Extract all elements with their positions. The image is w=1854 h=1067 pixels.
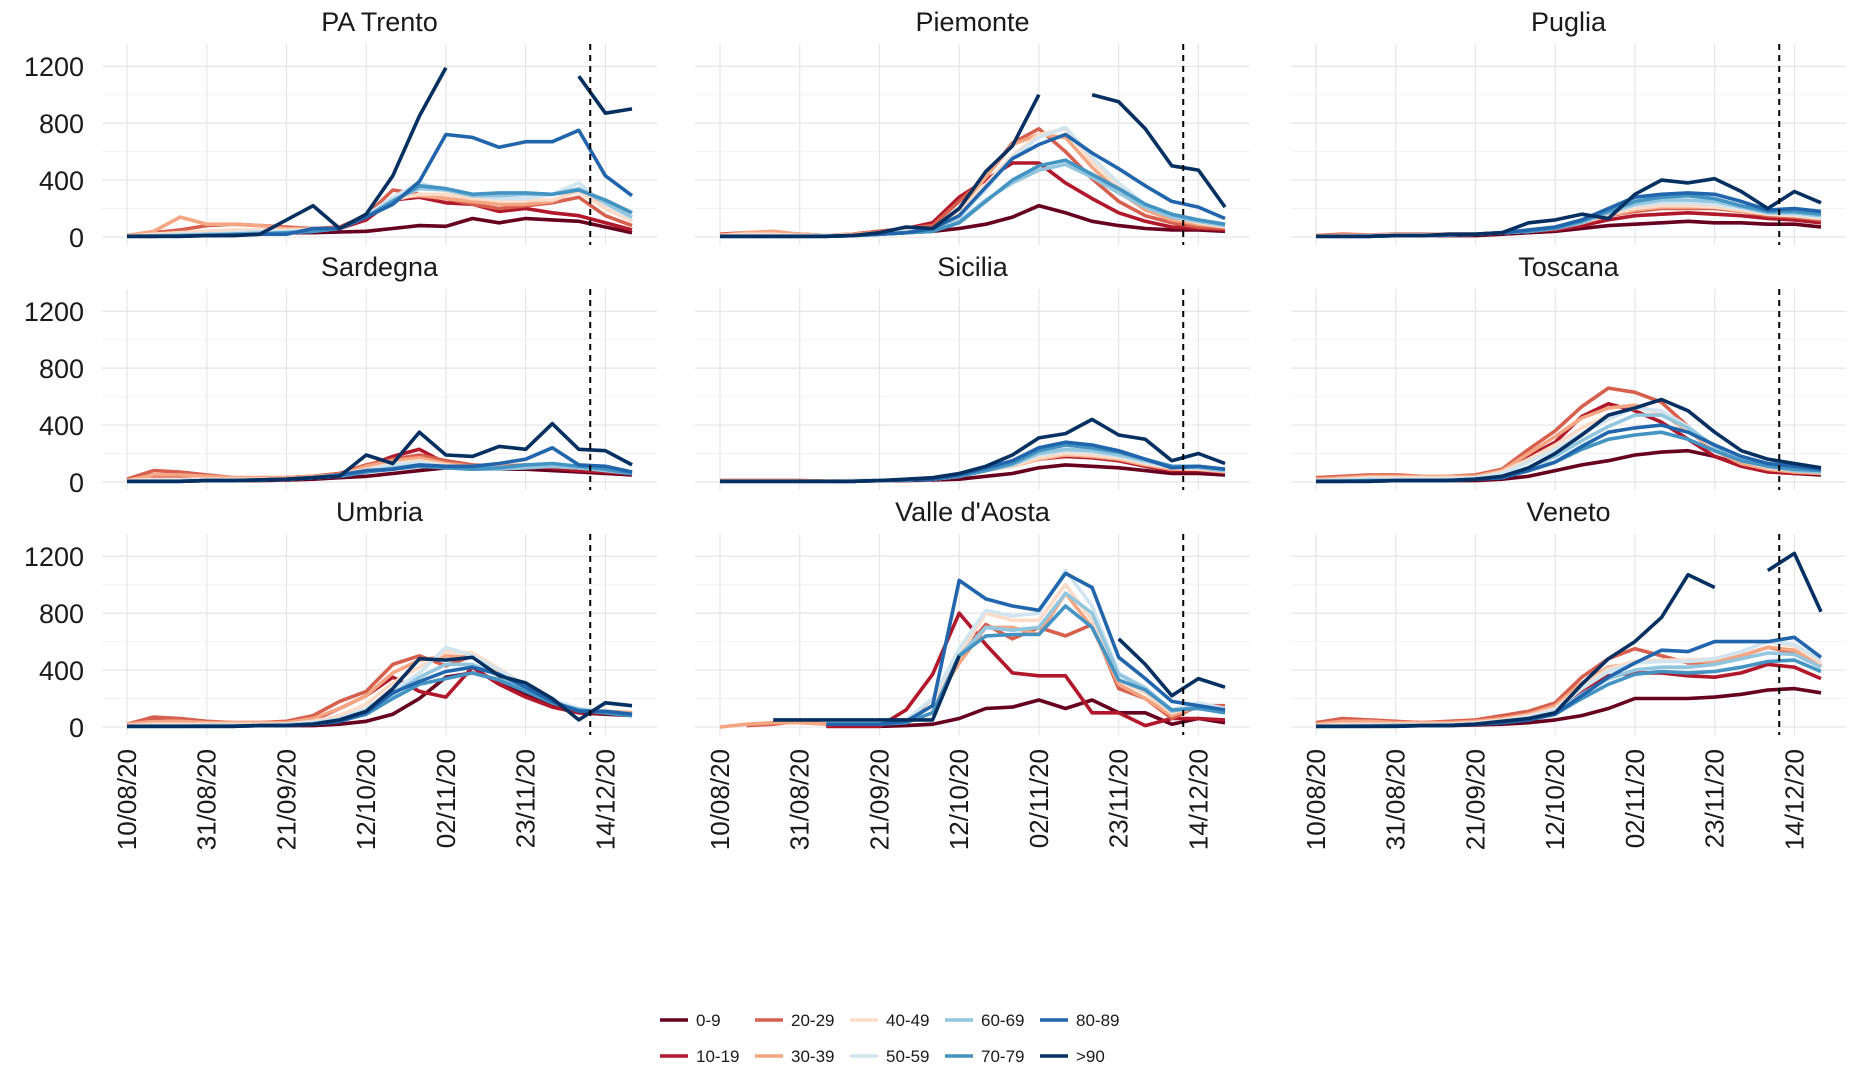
x-tick-label: 14/12/20 (590, 749, 620, 850)
panel-title: Umbria (336, 497, 424, 527)
y-tick-label: 800 (39, 599, 84, 629)
legend-label: 20-29 (791, 1011, 834, 1030)
panel-toscana: Toscana (1291, 252, 1846, 490)
panel-valle-d-aosta: Valle d'Aosta 10/08/20 31/08/20 21/09/20 12/… (695, 497, 1250, 850)
series-line-gt90 (1316, 551, 1823, 729)
legend-label: 80-89 (1076, 1011, 1119, 1030)
legend-item: 50-59 (850, 1047, 929, 1066)
x-tick-label: 23/11/20 (511, 749, 541, 848)
x-tick-label: 23/11/20 (1104, 749, 1134, 848)
series-line-80-89 (826, 571, 1226, 726)
series-line-gt90 (127, 655, 633, 729)
panel-sicilia: Sicilia (695, 252, 1250, 490)
legend-label: 40-49 (886, 1011, 929, 1030)
x-tick-label: 21/09/20 (865, 749, 895, 850)
y-tick-label: 800 (39, 109, 84, 139)
series-line-80-89 (720, 440, 1226, 484)
series-line-10-19 (826, 611, 1226, 729)
x-tick-label: 10/08/20 (705, 749, 735, 850)
legend-item: 20-29 (755, 1011, 834, 1030)
panel-title: Veneto (1526, 497, 1610, 527)
legend-item: 30-39 (755, 1047, 834, 1066)
x-tick-label: 14/12/20 (1779, 749, 1809, 850)
panel-title: Toscana (1518, 252, 1620, 282)
y-tick-label: 1200 (24, 542, 84, 572)
panel-sardegna: Sardegna 0 400 800 1200 (24, 252, 657, 498)
series-line-70-79 (826, 604, 1226, 726)
series-line-50-59 (826, 568, 1226, 725)
x-tick-label: 12/10/20 (1540, 749, 1570, 850)
x-tick-label: 21/09/20 (272, 749, 302, 850)
x-tick-label: 14/12/20 (1183, 749, 1213, 850)
panel-piemonte: Piemonte (695, 7, 1250, 245)
series-line-40-49 (719, 127, 1226, 238)
legend-label: >90 (1076, 1047, 1105, 1066)
legend: 0-9 10-19 20-29 30-39 40-49 50-59 60-69 70-79 80… (660, 1011, 1119, 1066)
legend-item: 10-19 (660, 1047, 739, 1066)
legend-label: 70-79 (981, 1047, 1024, 1066)
series-line-20-29 (719, 127, 1226, 238)
x-tick-label: 02/11/20 (431, 749, 461, 848)
series-line-gt90 (127, 66, 633, 239)
x-tick-label: 31/08/20 (785, 749, 815, 850)
series-line-gt90 (1316, 176, 1822, 239)
legend-label: 10-19 (696, 1047, 739, 1066)
legend-item: 60-69 (945, 1011, 1024, 1030)
legend-item: 70-79 (945, 1047, 1024, 1066)
series-line-0-9 (826, 698, 1226, 729)
x-tick-label: 02/11/20 (1620, 749, 1650, 848)
panel-umbria: Umbria 0 400 800 1200 10/08/20 31/08/20 21/09/2… (24, 497, 657, 850)
legend-label: 30-39 (791, 1047, 834, 1066)
panel-title: Sicilia (937, 252, 1009, 282)
legend-item: 80-89 (1040, 1011, 1119, 1030)
panel-veneto: Veneto 10/08/20 31/08/20 21/09/20 12/10/20 02… (1291, 497, 1846, 850)
legend-label: 60-69 (981, 1011, 1024, 1030)
legend-item: 40-49 (850, 1011, 929, 1030)
x-tick-label: 31/08/20 (1381, 749, 1411, 850)
x-tick-label: 02/11/20 (1024, 749, 1054, 848)
legend-label: 50-59 (886, 1047, 929, 1066)
panel-title: Sardegna (321, 252, 439, 282)
x-tick-label: 12/10/20 (351, 749, 381, 850)
legend-label: 0-9 (696, 1011, 721, 1030)
series-line-gt90 (773, 637, 1226, 722)
x-tick-label: 10/08/20 (112, 749, 142, 850)
series-line-gt90 (720, 92, 1227, 239)
legend-item: 0-9 (660, 1011, 721, 1030)
y-tick-label: 0 (69, 223, 84, 253)
x-tick-label: 21/09/20 (1461, 749, 1491, 850)
x-tick-label: 10/08/20 (1301, 749, 1331, 850)
panel-title: Valle d'Aosta (895, 497, 1051, 527)
y-tick-label: 0 (69, 468, 84, 498)
panel-title: Puglia (1531, 7, 1607, 37)
panel-puglia: Puglia (1291, 7, 1846, 245)
series-line-50-59 (719, 125, 1226, 239)
panel-title: PA Trento (321, 7, 438, 37)
panel-pa-trento: PA Trento 0 400 800 1200 (24, 7, 657, 253)
series-line-gt90 (720, 417, 1226, 484)
y-tick-label: 1200 (24, 52, 84, 82)
series-line-30-39 (126, 654, 633, 726)
series-line-gt90 (127, 421, 633, 484)
panels-layer: PA Trento 0 400 800 1200 Piemonte Puglia Sardeg… (24, 7, 1846, 850)
x-tick-label: 23/11/20 (1700, 749, 1730, 848)
y-tick-label: 800 (39, 354, 84, 384)
x-tick-label: 31/08/20 (192, 749, 222, 850)
y-tick-label: 400 (39, 166, 84, 196)
y-tick-label: 0 (69, 713, 84, 743)
y-tick-label: 400 (39, 656, 84, 686)
y-tick-label: 1200 (24, 297, 84, 327)
series-line-20-29 (126, 654, 633, 726)
y-tick-label: 400 (39, 411, 84, 441)
panel-title: Piemonte (915, 7, 1029, 37)
x-tick-label: 12/10/20 (944, 749, 974, 850)
series-line-gt90 (1316, 397, 1822, 484)
legend-item: >90 (1040, 1047, 1105, 1066)
